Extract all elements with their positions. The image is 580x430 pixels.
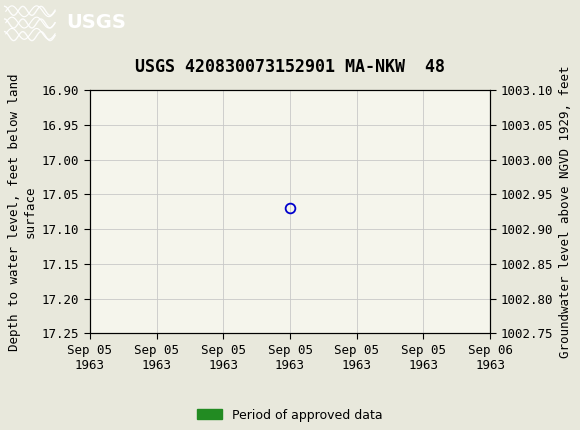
Text: USGS 420830073152901 MA-NKW  48: USGS 420830073152901 MA-NKW 48: [135, 58, 445, 76]
Y-axis label: Depth to water level, feet below land
surface: Depth to water level, feet below land su…: [9, 73, 37, 350]
Legend: Period of approved data: Period of approved data: [192, 404, 388, 427]
Text: USGS: USGS: [67, 13, 126, 32]
Y-axis label: Groundwater level above NGVD 1929, feet: Groundwater level above NGVD 1929, feet: [559, 65, 571, 358]
